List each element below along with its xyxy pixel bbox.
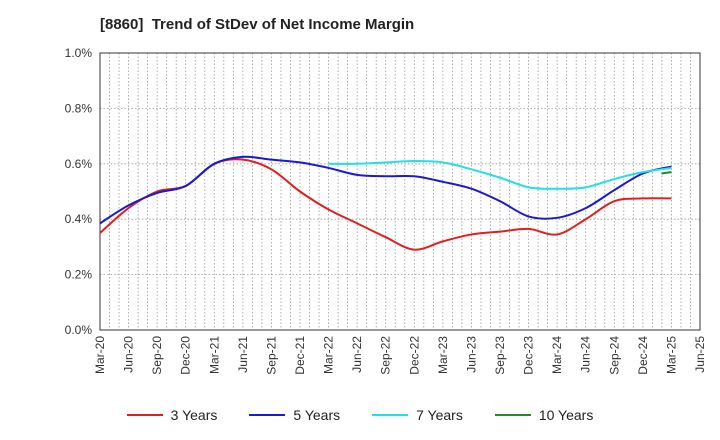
legend-item-10-years: 10 Years [494, 404, 594, 426]
x-tick-label: Jun-22 [350, 336, 364, 373]
y-tick-label: 0.4% [65, 212, 93, 226]
legend-swatch [126, 414, 163, 416]
x-tick-label: Mar-24 [550, 336, 564, 374]
legend-label: 10 Years [538, 407, 594, 423]
legend-item-3-years: 3 Years [126, 404, 218, 426]
x-tick-label: Jun-25 [693, 336, 707, 373]
legend-item-7-years: 7 Years [372, 404, 463, 426]
x-tick-label: Mar-22 [322, 336, 336, 374]
x-tick-label: Sep-23 [493, 336, 507, 375]
y-tick-label: 1.0% [65, 46, 93, 60]
x-tick-label: Jun-20 [122, 336, 136, 373]
chart-legend: 3 Years 5 Years 7 Years 10 Years [0, 404, 720, 426]
legend-label: 5 Years [293, 407, 341, 423]
x-tick-label: Jun-24 [579, 336, 593, 373]
x-tick-label: Mar-23 [436, 336, 450, 374]
x-tick-label: Dec-21 [293, 336, 307, 375]
plot-area-frame [99, 52, 701, 331]
x-tick-label: Mar-20 [93, 336, 107, 374]
series-line-5-years [99, 155, 672, 225]
y-tick-label: 0.8% [65, 101, 93, 115]
line-chart: 0.0% 0.2% 0.4% 0.6% 0.8% 1.0% Mar-20 Jun-20 Sep-… [65, 46, 707, 375]
x-tick-label: Sep-22 [379, 336, 393, 375]
x-tick-label: Jun-23 [464, 336, 478, 373]
x-tick-label: Mar-25 [664, 336, 678, 374]
y-tick-label: 0.2% [65, 268, 93, 282]
legend-swatch [249, 414, 286, 416]
x-tick-label: Jun-21 [236, 336, 250, 373]
series-line-7-years [328, 160, 672, 190]
x-tick-label: Dec-20 [179, 336, 193, 375]
chart-title: [8860] Trend of StDev of Net Income Marg… [100, 16, 415, 33]
legend-item-5-years: 5 Years [249, 404, 340, 426]
series-line-10-years [661, 171, 672, 175]
x-tick-label: Dec-23 [522, 336, 536, 375]
x-tick-label: Dec-22 [407, 336, 421, 375]
legend-swatch [494, 414, 531, 416]
legend-label: 7 Years [416, 407, 463, 423]
legend-label: 3 Years [170, 407, 218, 423]
y-tick-label: 0.6% [65, 157, 93, 171]
x-tick-label: Mar-21 [207, 336, 221, 374]
y-tick-label: 0.0% [65, 323, 93, 337]
legend-swatch [372, 414, 409, 416]
x-tick-label: Dec-24 [636, 336, 650, 375]
x-tick-label: Sep-20 [150, 336, 164, 375]
x-tick-label: Sep-21 [264, 336, 278, 375]
x-tick-label: Sep-24 [607, 336, 621, 375]
